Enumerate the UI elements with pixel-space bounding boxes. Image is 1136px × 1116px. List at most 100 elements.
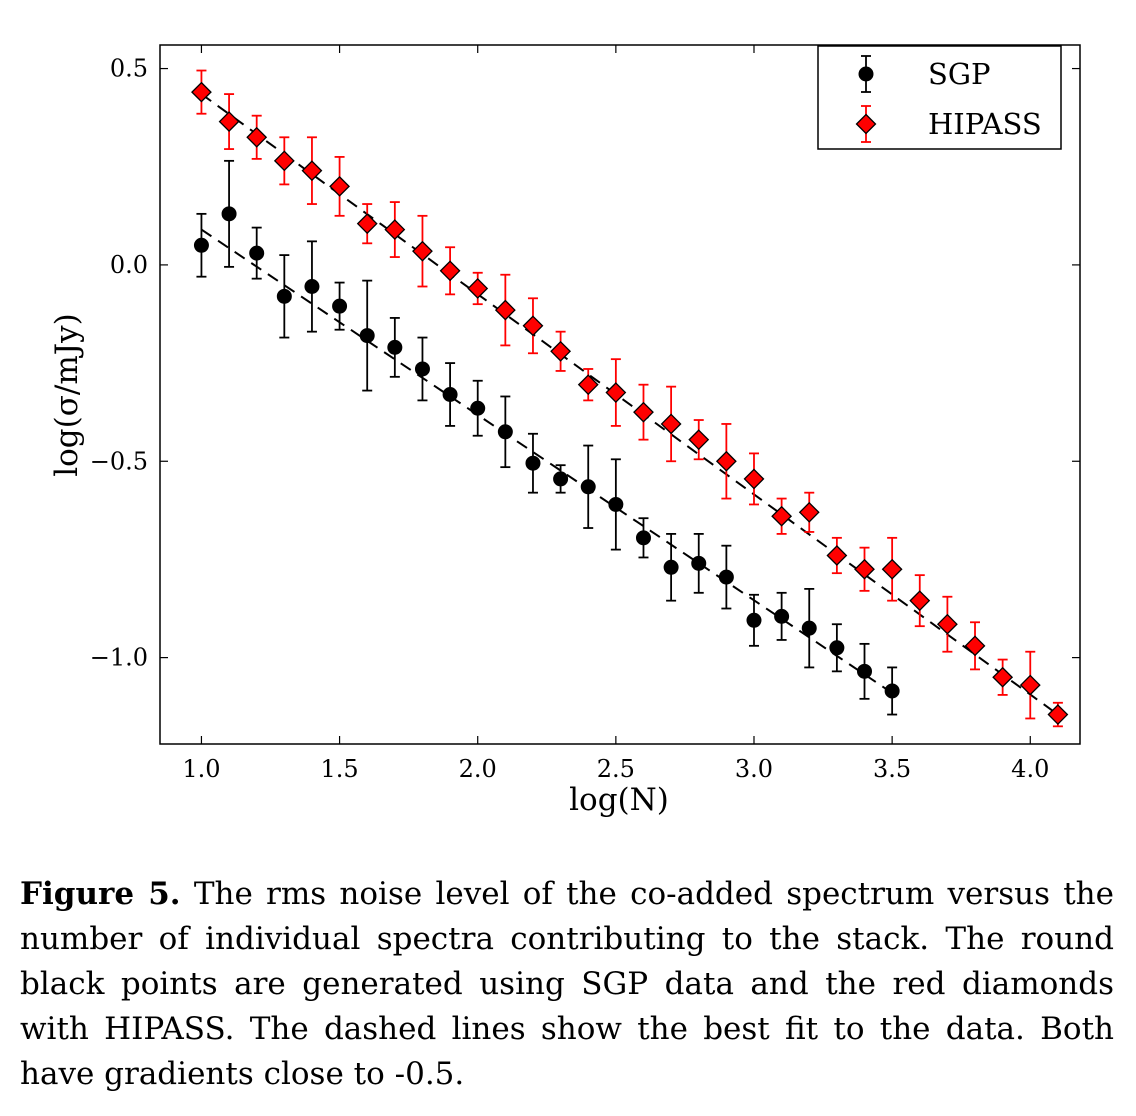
sgp-fit-line <box>200 228 893 694</box>
sgp-point <box>387 317 403 378</box>
hipass-marker <box>909 590 931 612</box>
hipass-point <box>1047 701 1069 728</box>
hipass-point <box>605 358 627 427</box>
hipass-point <box>273 136 295 186</box>
hipass-marker <box>412 240 433 262</box>
hipass-point <box>329 156 350 217</box>
hipass-point <box>715 423 737 500</box>
sgp-point <box>580 444 596 529</box>
x-tick-label: 1.5 <box>320 755 358 783</box>
sgp-marker <box>801 620 817 636</box>
hipass-marker <box>881 558 903 580</box>
sgp-point <box>635 517 651 559</box>
hipass-marker <box>1047 704 1069 725</box>
sgp-point <box>304 240 320 333</box>
sgp-point <box>221 159 237 268</box>
sgp-point <box>497 395 513 469</box>
plot-frame <box>159 44 1081 745</box>
sgp-point <box>525 432 541 494</box>
legend-marker-hipass <box>855 113 877 135</box>
hipass-point <box>439 246 461 296</box>
legend-entry-hipass: HIPASS <box>855 105 1042 143</box>
sgp-marker <box>359 328 375 344</box>
hipass-fit-line <box>200 93 1059 716</box>
hipass-point <box>550 330 572 372</box>
data-points <box>191 69 1069 728</box>
sgp-marker <box>746 612 762 628</box>
sgp-point <box>193 212 209 278</box>
y-tick-label: −1.0 <box>90 644 148 672</box>
hipass-marker <box>936 613 958 635</box>
legend-box <box>817 45 1062 150</box>
sgp-point <box>359 279 375 392</box>
sgp-point <box>276 254 292 339</box>
sgp-marker <box>553 471 569 487</box>
hipass-point <box>301 136 323 205</box>
sgp-marker <box>774 608 790 624</box>
caption-text: The rms noise level of the co-added spec… <box>20 876 1114 1092</box>
hipass-point <box>964 621 986 671</box>
sgp-marker <box>829 640 845 656</box>
sgp-marker <box>276 288 292 304</box>
x-tick-label: 2.0 <box>459 755 497 783</box>
hipass-marker <box>356 213 378 235</box>
y-axis-label: log(σ/mJy) <box>49 313 85 477</box>
rms-noise-chart: 1.0 1.5 2.0 2.5 3.0 3.5 4.0 0.5 0.0 −0.5 −1.0 log(… <box>49 44 1081 818</box>
hipass-point <box>246 114 268 160</box>
sgp-marker <box>470 400 486 416</box>
sgp-point <box>746 593 762 647</box>
hipass-marker <box>439 260 461 282</box>
hipass-point <box>577 368 599 402</box>
hipass-point <box>191 69 212 115</box>
legend-marker-sgp <box>858 66 874 82</box>
hipass-marker <box>384 219 406 240</box>
hipass-point <box>826 536 848 575</box>
sgp-marker <box>249 245 265 261</box>
sgp-marker <box>387 339 403 355</box>
hipass-marker <box>798 501 820 523</box>
sgp-point <box>829 623 845 673</box>
axis-ticks: 1.0 1.5 2.0 2.5 3.0 3.5 4.0 0.5 0.0 −0.5 −1.0 <box>90 45 1080 783</box>
hipass-marker <box>218 111 240 132</box>
sgp-point <box>884 666 900 716</box>
y-tick-label: 0.0 <box>110 251 148 279</box>
legend: SGP HIPASS <box>817 45 1062 150</box>
caption-lead: Figure 5. <box>20 876 181 912</box>
sgp-marker <box>497 424 513 440</box>
hipass-marker <box>633 401 654 423</box>
hipass-marker <box>715 450 737 472</box>
sgp-marker <box>857 663 873 679</box>
y-tick-label: 0.5 <box>110 55 148 83</box>
hipass-point <box>854 546 875 592</box>
hipass-marker <box>494 299 516 321</box>
legend-label-hipass: HIPASS <box>928 107 1042 141</box>
sgp-point <box>470 379 486 437</box>
sgp-marker <box>304 279 320 295</box>
hipass-marker <box>826 545 848 566</box>
hipass-marker <box>273 150 295 172</box>
legend-entry-sgp: SGP <box>858 55 991 93</box>
x-tick-label: 1.0 <box>182 755 220 783</box>
hipass-point <box>522 297 544 355</box>
hipass-point <box>356 203 378 245</box>
sgp-marker <box>718 569 734 585</box>
hipass-marker <box>522 315 544 337</box>
hipass-marker <box>301 160 323 182</box>
sgp-point <box>801 587 817 669</box>
hipass-point <box>743 452 765 506</box>
hipass-point <box>771 497 793 535</box>
hipass-point <box>384 201 406 258</box>
hipass-point <box>218 93 240 150</box>
hipass-marker <box>771 505 793 527</box>
hipass-marker <box>329 175 350 197</box>
sgp-marker <box>608 496 624 512</box>
hipass-point <box>936 595 958 653</box>
legend-label-sgp: SGP <box>928 57 991 91</box>
sgp-point <box>608 458 624 551</box>
x-tick-label: 2.5 <box>597 755 635 783</box>
hipass-point <box>909 574 931 628</box>
hipass-point <box>467 271 489 306</box>
hipass-marker <box>854 558 875 580</box>
hipass-point <box>881 536 903 602</box>
hipass-marker <box>191 81 212 103</box>
